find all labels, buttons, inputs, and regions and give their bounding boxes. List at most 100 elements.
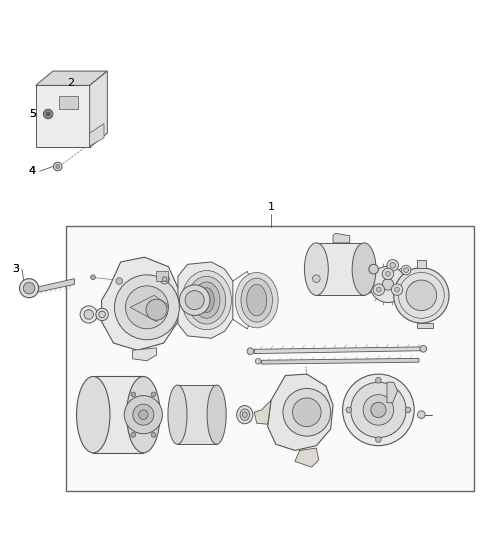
Polygon shape bbox=[178, 385, 216, 444]
Polygon shape bbox=[268, 374, 333, 451]
Circle shape bbox=[375, 437, 381, 443]
Circle shape bbox=[406, 280, 437, 311]
Polygon shape bbox=[90, 124, 104, 146]
Polygon shape bbox=[90, 71, 108, 147]
Circle shape bbox=[24, 282, 35, 294]
Text: 5: 5 bbox=[29, 109, 36, 119]
Circle shape bbox=[420, 345, 427, 352]
Polygon shape bbox=[254, 347, 421, 353]
Circle shape bbox=[139, 410, 148, 419]
Circle shape bbox=[180, 285, 210, 315]
Circle shape bbox=[405, 407, 411, 413]
Circle shape bbox=[394, 268, 449, 323]
Circle shape bbox=[395, 287, 399, 292]
Circle shape bbox=[346, 407, 352, 413]
Bar bbox=[66, 226, 474, 491]
Circle shape bbox=[375, 377, 381, 383]
Circle shape bbox=[401, 266, 411, 275]
Circle shape bbox=[125, 286, 168, 329]
Circle shape bbox=[418, 411, 425, 419]
Circle shape bbox=[369, 264, 378, 274]
Polygon shape bbox=[132, 348, 156, 361]
Circle shape bbox=[131, 433, 136, 437]
Circle shape bbox=[283, 388, 331, 436]
Ellipse shape bbox=[241, 278, 273, 322]
Ellipse shape bbox=[247, 285, 267, 316]
Text: 3: 3 bbox=[12, 264, 20, 274]
Polygon shape bbox=[333, 233, 350, 243]
Circle shape bbox=[99, 311, 106, 318]
Circle shape bbox=[185, 291, 204, 310]
Ellipse shape bbox=[207, 385, 226, 444]
Polygon shape bbox=[93, 376, 144, 453]
Circle shape bbox=[247, 348, 254, 355]
Circle shape bbox=[56, 165, 60, 168]
Circle shape bbox=[363, 395, 394, 425]
Circle shape bbox=[351, 382, 406, 438]
Ellipse shape bbox=[240, 409, 250, 420]
Circle shape bbox=[292, 398, 321, 427]
Circle shape bbox=[160, 274, 169, 284]
Polygon shape bbox=[417, 260, 426, 268]
Polygon shape bbox=[36, 71, 108, 85]
Circle shape bbox=[312, 275, 320, 282]
Text: 1: 1 bbox=[267, 202, 275, 212]
Circle shape bbox=[412, 282, 417, 287]
Circle shape bbox=[133, 404, 154, 425]
Polygon shape bbox=[254, 400, 271, 424]
Circle shape bbox=[115, 275, 180, 340]
Circle shape bbox=[385, 272, 390, 276]
Ellipse shape bbox=[127, 376, 160, 453]
Ellipse shape bbox=[182, 270, 231, 330]
Circle shape bbox=[391, 284, 403, 295]
Circle shape bbox=[131, 392, 136, 397]
Circle shape bbox=[343, 374, 414, 446]
Ellipse shape bbox=[242, 412, 247, 418]
Circle shape bbox=[124, 396, 162, 434]
Ellipse shape bbox=[193, 282, 220, 318]
Bar bbox=[156, 270, 168, 281]
Ellipse shape bbox=[199, 288, 214, 313]
Circle shape bbox=[53, 162, 62, 171]
Circle shape bbox=[84, 310, 94, 319]
Polygon shape bbox=[387, 382, 397, 403]
Circle shape bbox=[255, 358, 261, 364]
Text: 4: 4 bbox=[29, 166, 36, 176]
Circle shape bbox=[387, 260, 398, 271]
Polygon shape bbox=[130, 295, 168, 321]
Circle shape bbox=[376, 287, 381, 292]
Circle shape bbox=[382, 279, 394, 290]
Text: 5: 5 bbox=[29, 109, 36, 119]
Polygon shape bbox=[316, 243, 364, 295]
Ellipse shape bbox=[304, 243, 328, 295]
Text: 4: 4 bbox=[29, 166, 36, 176]
Circle shape bbox=[162, 277, 167, 281]
Ellipse shape bbox=[237, 406, 253, 424]
Circle shape bbox=[151, 392, 156, 397]
Circle shape bbox=[80, 306, 97, 323]
Text: 3: 3 bbox=[12, 264, 20, 274]
Circle shape bbox=[370, 266, 406, 302]
Circle shape bbox=[96, 308, 108, 321]
Circle shape bbox=[390, 262, 396, 268]
Bar bbox=[59, 96, 78, 109]
Polygon shape bbox=[295, 448, 319, 467]
Circle shape bbox=[151, 433, 156, 437]
Circle shape bbox=[43, 109, 53, 119]
Ellipse shape bbox=[188, 276, 226, 324]
Text: 2: 2 bbox=[67, 78, 74, 88]
Polygon shape bbox=[262, 358, 419, 364]
Ellipse shape bbox=[168, 385, 187, 444]
Circle shape bbox=[373, 284, 384, 295]
Circle shape bbox=[116, 277, 122, 285]
Ellipse shape bbox=[352, 243, 376, 295]
Ellipse shape bbox=[76, 376, 110, 453]
Polygon shape bbox=[417, 323, 433, 328]
Polygon shape bbox=[38, 279, 74, 292]
Polygon shape bbox=[102, 257, 180, 350]
Circle shape bbox=[371, 402, 386, 418]
Ellipse shape bbox=[235, 273, 278, 328]
Circle shape bbox=[20, 279, 38, 298]
Polygon shape bbox=[36, 85, 90, 147]
Circle shape bbox=[146, 299, 167, 320]
